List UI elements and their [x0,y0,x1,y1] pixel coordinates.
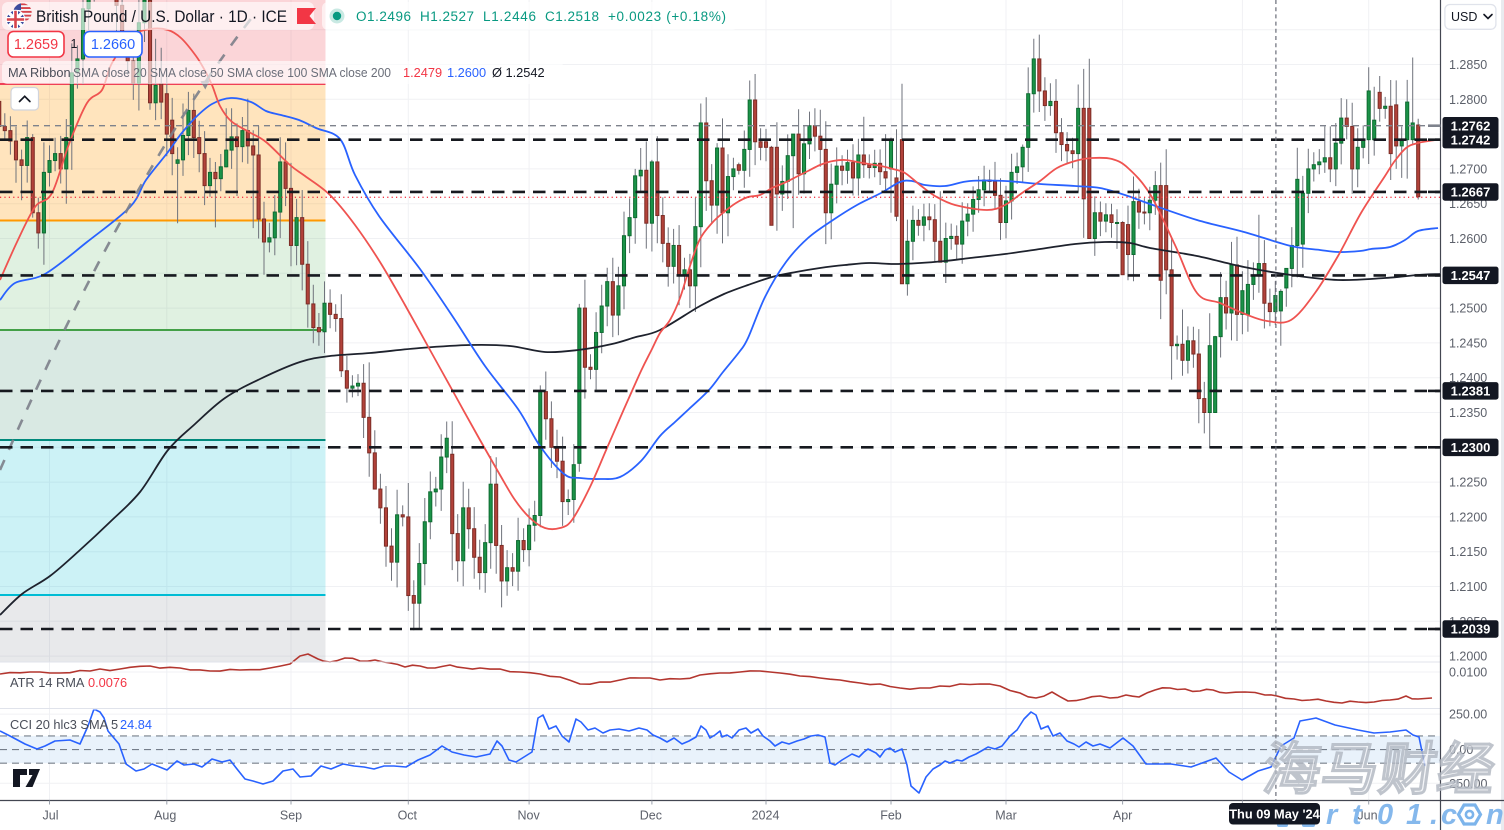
svg-text:O1.2496: O1.2496 [356,9,411,24]
svg-text:1.2479: 1.2479 [403,65,442,80]
svg-text:c: c [1441,799,1457,830]
svg-text:1.2600: 1.2600 [1449,232,1487,246]
svg-text:Ø 1.2542: Ø 1.2542 [492,65,545,80]
svg-text:1.2800: 1.2800 [1449,93,1487,107]
svg-text:CCI 20 hlc3 SMA 5: CCI 20 hlc3 SMA 5 [10,717,118,732]
svg-text:2024: 2024 [752,809,780,823]
svg-text:r: r [1326,799,1339,830]
svg-text:Oct: Oct [398,809,418,823]
svg-text:Nov: Nov [517,809,540,823]
svg-text:British Pound / U.S. Dollar ·: British Pound / U.S. Dollar · 1D · ICE [36,7,287,26]
svg-text:Aug: Aug [154,809,176,823]
svg-text:H1.2527: H1.2527 [420,9,474,24]
svg-text:海马财经: 海马财经 [1259,738,1500,802]
svg-text:1.2600: 1.2600 [447,65,486,80]
svg-text:1.2659: 1.2659 [14,37,58,53]
svg-text:1.2700: 1.2700 [1449,162,1487,176]
svg-text:1.2500: 1.2500 [1449,302,1487,316]
svg-text:SMA close 20 SMA close 50 SMA: SMA close 20 SMA close 50 SMA close 100 … [73,65,391,80]
svg-text:.: . [1430,799,1438,830]
svg-text:24.84: 24.84 [120,717,152,732]
svg-text:L1.2446: L1.2446 [483,9,536,24]
svg-text:Dec: Dec [640,809,662,823]
svg-text:0.0076: 0.0076 [88,675,127,690]
svg-text:1.2039: 1.2039 [1451,622,1491,637]
svg-text:Thu 09 May '24: Thu 09 May '24 [1229,807,1320,822]
svg-text:Mar: Mar [995,809,1017,823]
svg-text:1.2850: 1.2850 [1449,58,1487,72]
svg-text:1.2742: 1.2742 [1451,132,1491,147]
svg-text:Apr: Apr [1113,809,1132,823]
svg-text:1: 1 [1406,799,1422,830]
svg-text:1.2667: 1.2667 [1451,185,1491,200]
svg-text:1.2100: 1.2100 [1449,580,1487,594]
svg-text:MA Ribbon: MA Ribbon [8,65,71,80]
svg-text:0.0100: 0.0100 [1449,666,1487,680]
svg-text:1.2350: 1.2350 [1449,406,1487,420]
svg-text:0.00: 0.00 [1449,743,1473,757]
svg-text:+0.0023 (+0.18%): +0.0023 (+0.18%) [608,9,726,24]
svg-text:1.2200: 1.2200 [1449,510,1487,524]
svg-text:1.2450: 1.2450 [1449,336,1487,350]
svg-text:Jun: Jun [1357,809,1377,823]
svg-text:1.2000: 1.2000 [1449,650,1487,664]
svg-text:250.00: 250.00 [1449,708,1487,722]
svg-text:t: t [1352,799,1363,830]
svg-text:1.2300: 1.2300 [1451,440,1491,455]
svg-text:1.2660: 1.2660 [91,37,135,53]
svg-text:1.2250: 1.2250 [1449,476,1487,490]
svg-text:Jul: Jul [43,809,59,823]
svg-text:1.2400: 1.2400 [1449,371,1487,385]
svg-text:1.2150: 1.2150 [1449,545,1487,559]
svg-text:C1.2518: C1.2518 [545,9,599,24]
svg-text:Feb: Feb [880,809,902,823]
svg-text:1.2762: 1.2762 [1451,118,1491,133]
svg-text:USD: USD [1451,10,1477,24]
svg-text:n: n [1486,799,1504,830]
svg-text:Sep: Sep [280,809,302,823]
svg-text:-250.00: -250.00 [1445,777,1487,791]
svg-text:ATR 14 RMA: ATR 14 RMA [10,675,85,690]
svg-text:1.2381: 1.2381 [1451,384,1491,399]
svg-text:1: 1 [71,37,78,51]
svg-text:0: 0 [1377,799,1393,830]
svg-text:1.2547: 1.2547 [1451,268,1491,283]
